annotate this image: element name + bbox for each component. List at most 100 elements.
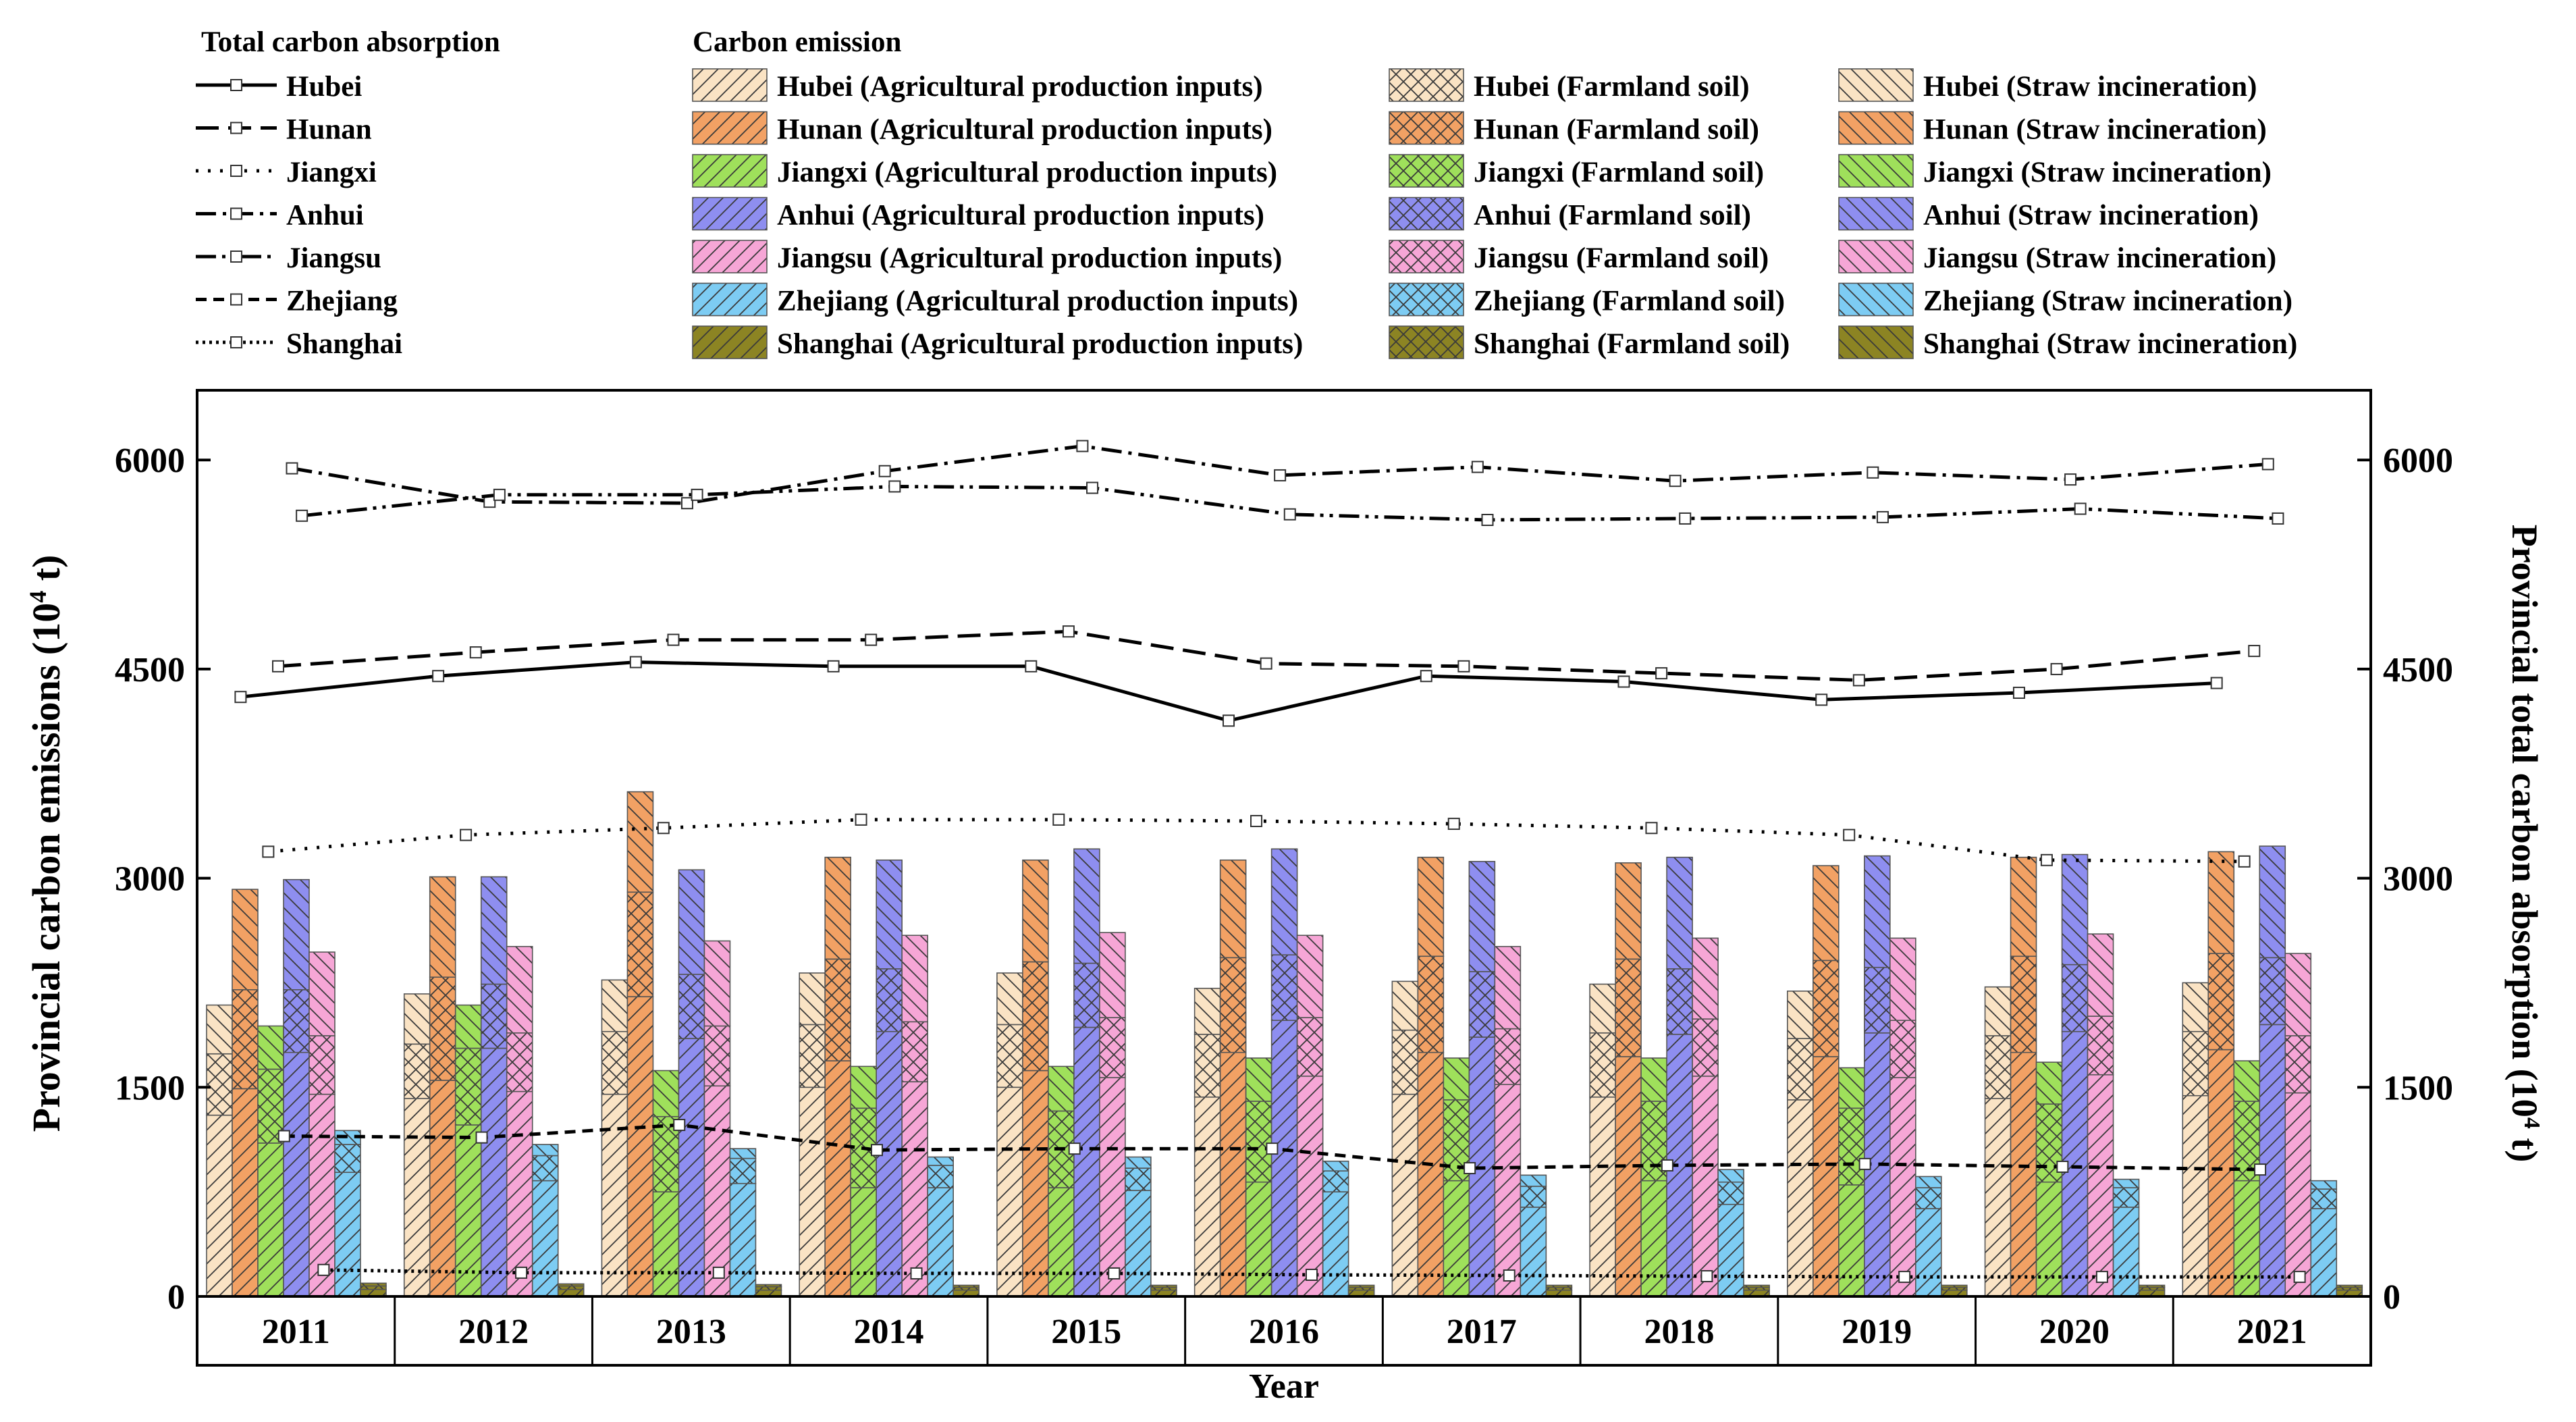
bar-hubei-2014-straw	[799, 972, 826, 1026]
point-jiangxi-2017	[1447, 818, 1460, 831]
bar-shanghai-2011-straw	[360, 1282, 387, 1287]
legend-swatch-shanghai-0	[692, 325, 768, 359]
bar-jiangsu-2012-inputs	[506, 1090, 533, 1297]
bar-zhejiang-2016-soil	[1322, 1170, 1349, 1192]
bar-jiangsu-2011-soil	[308, 1035, 336, 1095]
point-shanghai-2014	[910, 1267, 923, 1280]
bar-jiangxi-2017-inputs	[1443, 1180, 1470, 1297]
bar-hubei-2015-straw	[996, 972, 1023, 1026]
bar-zhejiang-2017-soil	[1520, 1186, 1547, 1208]
bar-hubei-2016-straw	[1193, 987, 1221, 1035]
bar-hunan-2011-soil	[232, 989, 259, 1090]
bar-hunan-2018-inputs	[1615, 1056, 1642, 1297]
bar-hubei-2018-straw	[1589, 983, 1616, 1034]
bar-jiangsu-2018-straw	[1692, 937, 1719, 1020]
bar-shanghai-2017-straw	[1545, 1284, 1573, 1288]
bar-jiangsu-2020-soil	[2087, 1016, 2114, 1076]
point-anhui-2015	[1076, 440, 1089, 452]
bar-hubei-2015-soil	[996, 1024, 1023, 1088]
legend-swatch-jiangxi-2	[1838, 154, 1914, 188]
legend-marker-hunan	[230, 122, 242, 134]
x-tick-label-2015: 2015	[1051, 1313, 1121, 1351]
legend-absorption-label-hubei: Hubei	[286, 71, 362, 103]
point-jiangsu-2015	[1086, 481, 1099, 494]
bar-jiangxi-2019-soil	[1838, 1107, 1865, 1186]
point-anhui-2011	[286, 462, 298, 475]
bar-hunan-2013-straw	[626, 791, 654, 893]
bar-hunan-2019-soil	[1813, 959, 1840, 1057]
bar-jiangxi-2020-straw	[2035, 1061, 2063, 1105]
legend-marker-hubei	[230, 79, 242, 91]
point-hubei-2012	[432, 670, 445, 683]
legend-emission-label-hubei-2: Hubei (Straw incineration)	[1923, 71, 2257, 103]
bar-jiangsu-2021-straw	[2284, 953, 2312, 1036]
bar-jiangsu-2011-straw	[308, 951, 336, 1036]
bar-zhejiang-2012-soil	[531, 1155, 559, 1182]
bar-jiangsu-2015-inputs	[1099, 1077, 1126, 1297]
legend-emission-label-zhejiang-2: Zhejiang (Straw incineration)	[1923, 286, 2292, 317]
y-tick-label-right-3000: 3000	[2383, 860, 2453, 899]
legend-emission-label-hunan-2: Hunan (Straw incineration)	[1923, 114, 2267, 146]
y-tick-label-right-4500: 4500	[2383, 651, 2453, 689]
bar-zhejiang-2015-soil	[1125, 1167, 1152, 1191]
x-tick-label-2021: 2021	[2237, 1313, 2307, 1351]
bar-hubei-2014-soil	[799, 1024, 826, 1088]
y-tick-label-right-6000: 6000	[2383, 442, 2453, 480]
line-jiangxi-absorption	[268, 818, 2245, 864]
bar-jiangxi-2021-inputs	[2233, 1180, 2261, 1297]
bar-hunan-2018-soil	[1615, 958, 1642, 1057]
bar-anhui-2015-inputs	[1073, 1026, 1100, 1297]
bar-jiangxi-2012-inputs	[454, 1124, 482, 1297]
point-jiangsu-2014	[888, 480, 901, 493]
x-tick-label-2018: 2018	[1644, 1313, 1714, 1351]
bar-zhejiang-2012-straw	[531, 1144, 559, 1157]
bar-zhejiang-2015-inputs	[1125, 1190, 1152, 1297]
point-zhejiang-2014	[870, 1144, 883, 1157]
legend-swatch-zhejiang-0	[692, 282, 768, 317]
bar-hunan-2020-inputs	[2010, 1051, 2037, 1297]
bar-jiangsu-2013-inputs	[703, 1085, 731, 1297]
point-jiangsu-2021	[2272, 512, 2284, 525]
bar-zhejiang-2018-soil	[1717, 1181, 1744, 1205]
point-shanghai-2011	[317, 1263, 330, 1276]
legend-emission-label-anhui-2: Anhui (Straw incineration)	[1923, 200, 2259, 232]
bar-shanghai-2013-straw	[755, 1284, 782, 1288]
bar-jiangsu-2014-straw	[901, 934, 928, 1023]
point-anhui-2021	[2261, 458, 2274, 471]
legend-emission-label-jiangxi-1: Jiangxi (Farmland soil)	[1474, 157, 1764, 188]
bar-hunan-2015-straw	[1022, 859, 1049, 963]
bar-hunan-2012-soil	[429, 976, 456, 1081]
x-tick-label-2017: 2017	[1447, 1313, 1517, 1351]
bar-hubei-2020-inputs	[1984, 1098, 2012, 1297]
bar-jiangxi-2012-soil	[454, 1047, 482, 1126]
bar-zhejiang-2016-inputs	[1322, 1191, 1349, 1297]
bar-jiangsu-2017-soil	[1494, 1028, 1522, 1085]
bar-shanghai-2020-straw	[2138, 1284, 2166, 1288]
bar-anhui-2012-straw	[480, 876, 508, 985]
legend-swatch-anhui-2	[1838, 196, 1914, 231]
point-jiangsu-2011	[296, 509, 308, 522]
point-hunan-2021	[2248, 645, 2261, 658]
bar-hunan-2015-soil	[1022, 961, 1049, 1072]
bar-jiangxi-2020-inputs	[2035, 1181, 2063, 1297]
x-tick-label-2016: 2016	[1249, 1313, 1319, 1351]
point-jiangsu-2017	[1481, 514, 1494, 527]
bar-hunan-2021-soil	[2207, 953, 2235, 1051]
point-jiangxi-2013	[657, 822, 670, 835]
y-tick-label-right-0: 0	[2383, 1278, 2400, 1317]
point-hunan-2013	[667, 633, 680, 646]
bar-shanghai-2016-straw	[1347, 1284, 1375, 1288]
bar-jiangxi-2017-straw	[1443, 1057, 1470, 1101]
bar-zhejiang-2021-straw	[2310, 1180, 2338, 1190]
bar-hunan-2019-straw	[1813, 865, 1840, 962]
bar-jiangsu-2017-straw	[1494, 945, 1522, 1030]
point-hunan-2017	[1457, 660, 1470, 673]
bar-hubei-2019-inputs	[1787, 1099, 1814, 1297]
category-band	[196, 1295, 2372, 1367]
bar-anhui-2011-straw	[283, 878, 310, 991]
y-tick-label-left-0: 0	[167, 1278, 185, 1317]
legend-swatch-hubei-2	[1838, 68, 1914, 102]
point-jiangxi-2012	[460, 828, 473, 841]
bar-hubei-2021-inputs	[2182, 1095, 2209, 1297]
point-hunan-2011	[272, 660, 285, 673]
